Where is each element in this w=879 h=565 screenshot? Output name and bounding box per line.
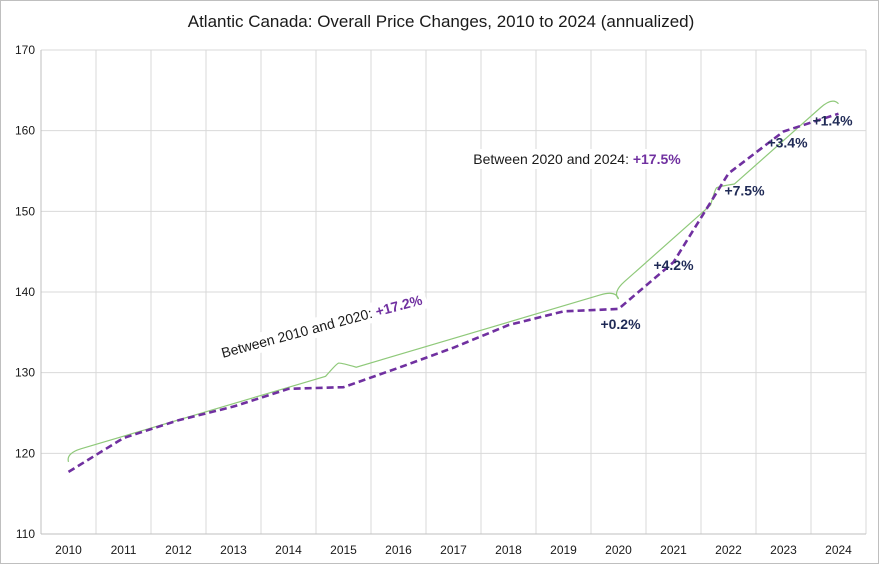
annotation-text: Between 2020 and 2024: +17.5% <box>473 151 681 167</box>
y-tick-label: 110 <box>16 527 35 541</box>
x-tick-label: 2016 <box>385 543 412 557</box>
annotation-label: Between 2010 and 2020: <box>219 304 377 361</box>
annotation-text: Between 2010 and 2020: +17.2% <box>219 291 424 360</box>
annotation-background <box>469 149 685 169</box>
bracket-2020-2024 <box>615 100 839 300</box>
x-tick-label: 2021 <box>660 543 687 557</box>
y-tick-label: 160 <box>15 124 35 138</box>
annotation-brackets <box>67 100 839 463</box>
data-label: +7.5% <box>724 182 765 198</box>
axes: 110 120 130 140 150 160 170 2010 2011 2012 2013 201… <box>15 43 866 557</box>
annotation-2020-2024: Between 2020 and 2024: +17.5% <box>469 149 685 169</box>
x-tick-label: 2020 <box>605 543 632 557</box>
y-tick-label: 130 <box>15 366 35 380</box>
data-label: +3.4% <box>767 134 808 150</box>
price-index-line <box>67 112 839 473</box>
series <box>67 112 839 473</box>
x-tick-label: 2013 <box>220 543 247 557</box>
annotation-label: Between 2020 and 2024: <box>473 151 633 167</box>
annotation-background <box>214 288 429 364</box>
x-tick-label: 2010 <box>55 543 82 557</box>
x-tick-label: 2011 <box>111 543 137 557</box>
x-tick-label: 2017 <box>440 543 467 557</box>
x-tick-label: 2024 <box>825 543 852 557</box>
data-label: +4.2% <box>653 257 694 273</box>
x-tick-label: 2018 <box>495 543 522 557</box>
x-tick-label: 2022 <box>715 543 742 557</box>
data-label: +1.4% <box>812 113 853 129</box>
x-tick-label: 2015 <box>330 543 357 557</box>
annotation-2010-2020: Between 2010 and 2020: +17.2% <box>214 288 429 364</box>
x-tick-label: 2023 <box>770 543 797 557</box>
data-label: +0.2% <box>600 316 641 332</box>
gridlines <box>41 49 867 535</box>
annotation-value: +17.5% <box>633 151 681 167</box>
y-tick-label: 170 <box>15 43 35 57</box>
y-tick-label: 120 <box>15 446 35 460</box>
y-tick-label: 150 <box>15 204 35 218</box>
bracket-2010-2020 <box>67 292 620 463</box>
chart-title: Atlantic Canada: Overall Price Changes, … <box>188 12 695 31</box>
x-tick-label: 2019 <box>550 543 577 557</box>
x-tick-label: 2014 <box>275 543 302 557</box>
data-labels: +0.2% +4.2% +7.5% +3.4%+1.4% <box>600 113 853 332</box>
y-tick-label: 140 <box>15 285 35 299</box>
x-tick-label: 2012 <box>165 543 192 557</box>
